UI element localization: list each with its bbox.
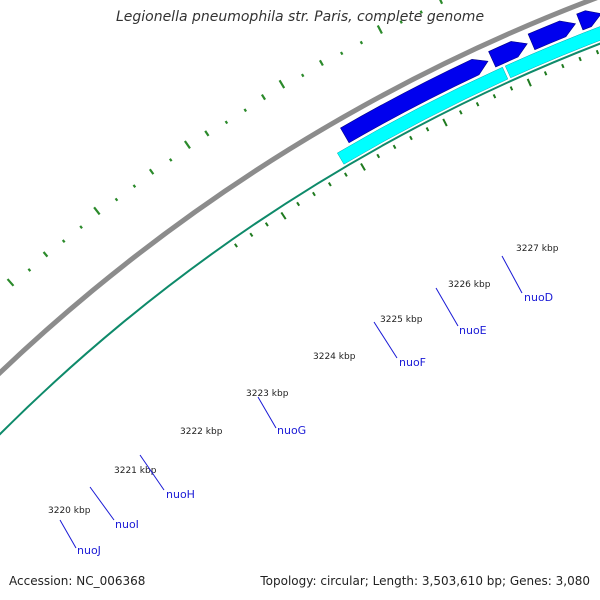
gc-content-mark <box>376 25 383 35</box>
inner-ring <box>0 42 600 436</box>
gene-leader-line <box>257 396 277 429</box>
gene-label[interactable]: nuoH <box>166 488 195 501</box>
backbone-ring <box>0 0 599 377</box>
genome-summary: Topology: circular; Length: 3,503,610 bp… <box>260 574 590 588</box>
gc-content-mark <box>224 120 229 125</box>
forward-gene-arrow[interactable] <box>576 10 600 31</box>
gc-content-mark <box>61 239 66 244</box>
gc-content-mark <box>168 158 173 162</box>
gc-content-mark <box>439 0 444 5</box>
tick-label: 3225 kbp <box>380 315 423 325</box>
ruler-tick <box>578 56 582 62</box>
ruler-tick <box>425 127 430 132</box>
ruler-tick <box>595 49 600 55</box>
position-ruler: 3220 kbp 3221 kbp 3222 kbp 3223 kbp 3224 kbp… <box>48 49 600 516</box>
gene-leader-line <box>501 255 523 294</box>
ruler-tick <box>312 191 316 197</box>
tick-label: 3222 kbp <box>180 427 223 437</box>
ruler-tick <box>409 135 413 141</box>
gc-content-mark <box>318 59 324 67</box>
tick-label: 3221 kbp <box>114 466 157 476</box>
gc-content-mark <box>399 20 403 24</box>
gene-label[interactable]: nuoI <box>115 518 139 531</box>
tick-label: 3224 kbp <box>313 352 356 362</box>
tick-label: 3223 kbp <box>246 389 289 399</box>
ruler-tick <box>543 71 548 76</box>
ruler-tick <box>343 172 348 177</box>
reverse-gene-band[interactable] <box>336 66 509 165</box>
forward-gene-arrow[interactable] <box>488 41 528 68</box>
forward-strand-genes <box>340 10 600 144</box>
ruler-tick <box>327 182 332 187</box>
gc-content-mark <box>340 51 344 56</box>
gc-content-mark <box>359 40 364 45</box>
gene-label[interactable]: nuoG <box>277 424 306 437</box>
gc-content-mark <box>301 73 305 78</box>
ruler-tick <box>526 78 532 87</box>
ruler-tick <box>392 144 397 150</box>
gc-content-mark <box>27 268 32 272</box>
forward-gene-arrow[interactable] <box>527 20 577 51</box>
gc-content-mark <box>148 168 155 175</box>
ruler-tick <box>296 201 301 207</box>
gc-content-mark <box>132 184 137 188</box>
gc-content-mark <box>278 79 286 89</box>
gc-content-mark <box>419 10 423 14</box>
gene-leader-line <box>373 321 398 359</box>
gene-labels: nuoJ nuoI nuoH nuoG nuoF nuoE nuoD <box>59 255 553 557</box>
forward-gene-arrow[interactable] <box>340 59 489 144</box>
gene-leader-line <box>139 454 165 491</box>
reverse-gene-band[interactable] <box>504 23 600 79</box>
gc-content-mark <box>93 206 101 216</box>
gc-content-mark <box>42 251 49 258</box>
gc-content-mark <box>114 197 119 202</box>
ruler-tick <box>280 211 287 220</box>
gc-content-mark <box>260 93 266 101</box>
ruler-tick <box>249 232 254 238</box>
gene-leader-line <box>89 486 115 521</box>
gene-label[interactable]: nuoE <box>459 324 487 337</box>
gc-content-mark <box>243 108 247 113</box>
gene-label[interactable]: nuoF <box>399 356 426 369</box>
gene-label[interactable]: nuoJ <box>77 544 101 557</box>
map-title: Legionella pneumophila str. Paris, compl… <box>115 9 485 25</box>
ruler-tick <box>264 222 269 227</box>
gene-leader-line <box>59 519 77 549</box>
gc-content-mark <box>204 130 210 137</box>
ruler-tick <box>234 243 238 248</box>
ruler-tick <box>442 118 448 127</box>
gene-label[interactable]: nuoD <box>524 291 553 304</box>
gc-content-mark <box>183 140 191 150</box>
gc-content-mark <box>6 278 15 287</box>
ruler-tick <box>509 86 514 91</box>
gc-content-track <box>6 0 444 287</box>
backbone-track <box>0 0 599 377</box>
tick-label: 3227 kbp <box>516 244 559 254</box>
ruler-tick <box>475 101 480 107</box>
ruler-tick <box>360 163 366 171</box>
gc-content-mark <box>79 225 83 229</box>
tick-label: 3220 kbp <box>48 506 91 516</box>
ruler-tick <box>561 63 565 69</box>
ruler-tick <box>376 153 381 159</box>
ruler-tick <box>492 93 497 99</box>
reverse-strand-genes <box>0 23 600 436</box>
ruler-tick <box>459 110 463 115</box>
tick-label: 3226 kbp <box>448 280 491 290</box>
gene-leader-line <box>435 287 459 327</box>
accession-text: Accession: NC_006368 <box>9 574 146 588</box>
